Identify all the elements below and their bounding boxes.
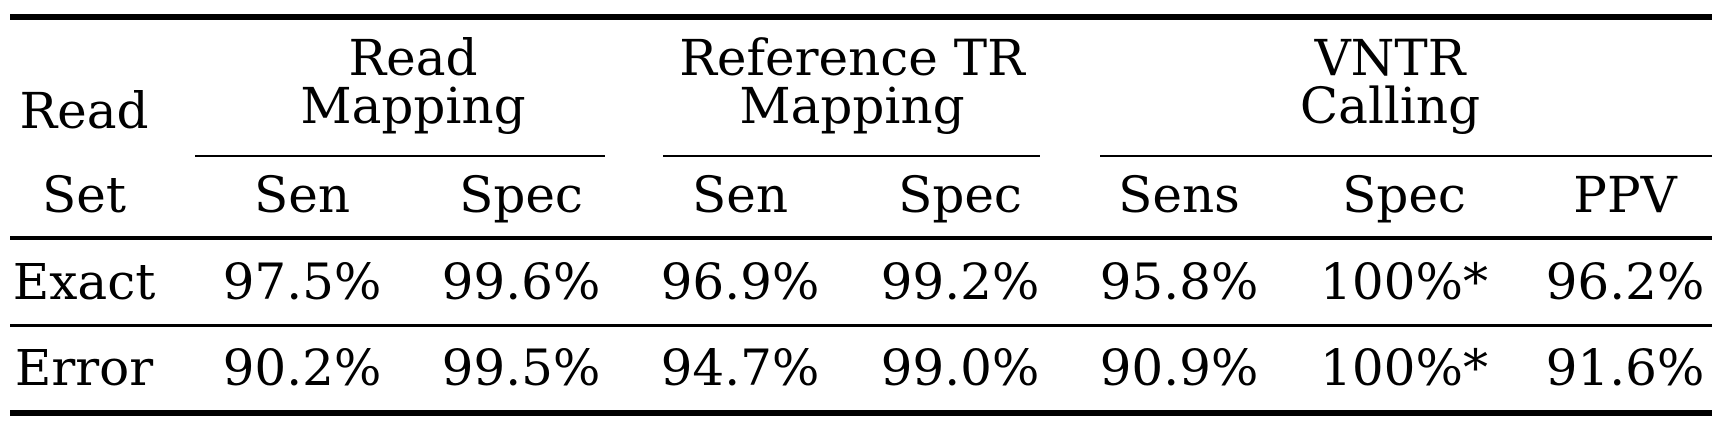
table-cell: 97.5% [222,253,382,311]
table-cell: 91.6% [1545,339,1705,397]
table-cell: 96.9% [660,253,820,311]
table-cell: 90.2% [222,339,382,397]
group-header-line2: Mapping [739,77,965,135]
group-rule-reference-tr-mapping [663,155,1040,157]
group-header-vntr-calling: VNTR Calling [1299,29,1481,135]
table-top-rule [10,14,1712,20]
column-header: Spec [1342,166,1466,224]
group-header-read-mapping: Read Mapping [300,29,526,135]
group-rule-vntr-calling [1100,155,1712,157]
group-header-line2: Mapping [300,77,526,135]
group-header-line2: Calling [1299,77,1481,135]
table-cell: 99.6% [441,253,601,311]
table-cell: 94.7% [660,339,820,397]
column-header: Spec [459,166,583,224]
group-header-reference-tr-mapping: Reference TR Mapping [679,29,1025,135]
table-row-rule [10,324,1712,327]
table-cell: 99.5% [441,339,601,397]
column-header: Sen [691,166,789,224]
group-header-line1: Read [348,29,478,87]
table-cell: 99.2% [880,253,1040,311]
table-cell: 100%* [1320,339,1488,397]
row-label-exact: Exact [12,253,156,311]
stub-header-line2: Set [42,166,126,224]
table-cell: 95.8% [1099,253,1259,311]
table-cell: 96.2% [1545,253,1705,311]
table-cell: 99.0% [880,339,1040,397]
group-header-line1: VNTR [1314,29,1466,87]
group-header-line1: Reference TR [679,29,1025,87]
table-bottom-rule [10,410,1712,416]
column-header: Sen [253,166,351,224]
column-header: PPV [1573,166,1677,224]
column-header: Sens [1118,166,1240,224]
table-cell: 90.9% [1099,339,1259,397]
column-header: Spec [898,166,1022,224]
stub-header-line1: Read [19,82,149,140]
table-cell: 100%* [1320,253,1488,311]
group-rule-read-mapping [195,155,605,157]
row-label-error: Error [14,339,154,397]
table-header-rule [10,236,1712,240]
